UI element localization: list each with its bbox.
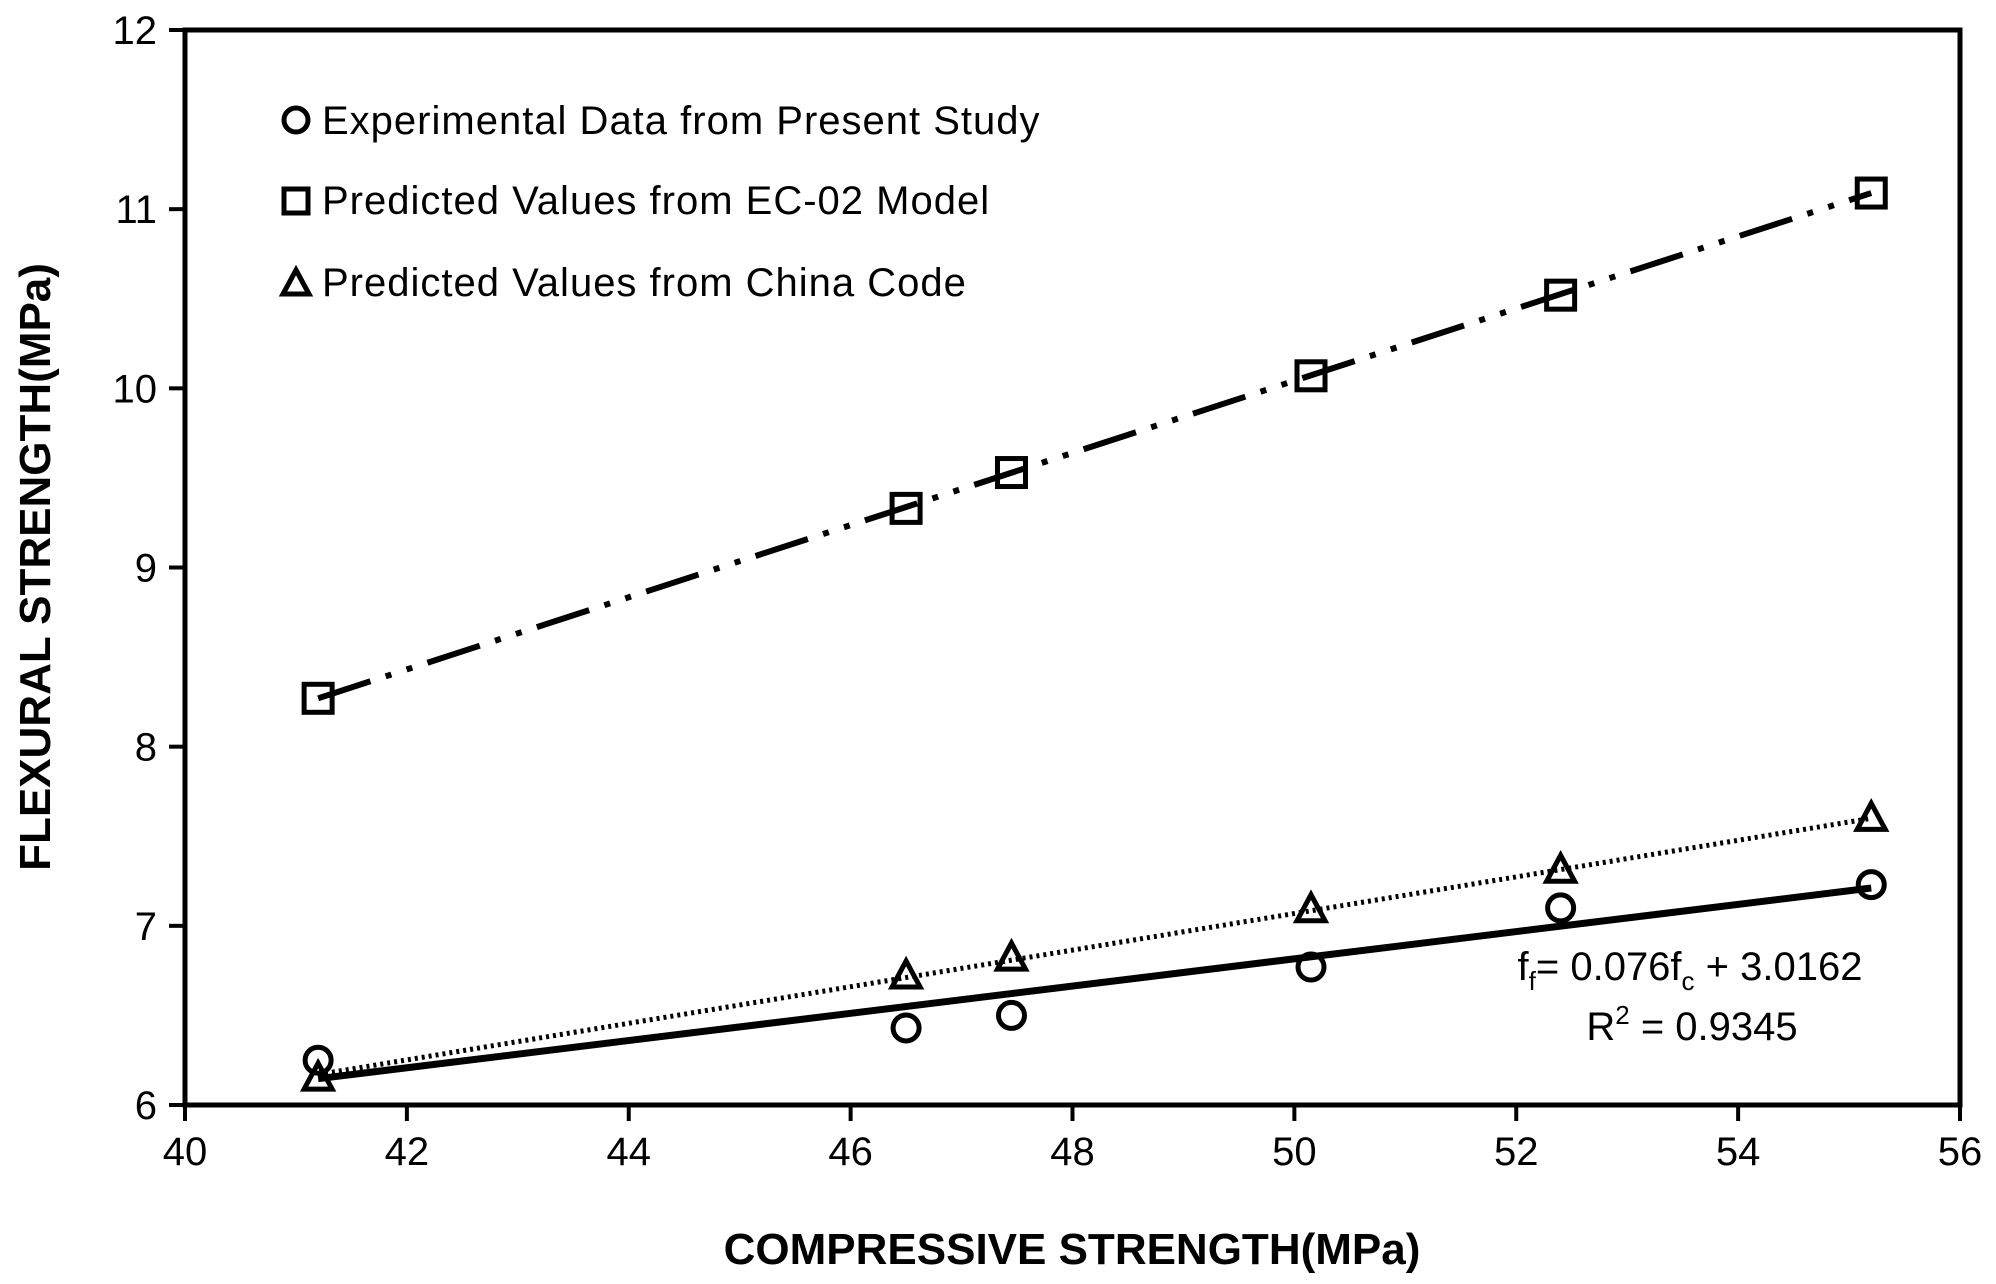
x-tick-label-44: 44 bbox=[607, 1130, 652, 1174]
y-axis-title: FLEXURAL STRENGTH(MPa) bbox=[11, 263, 60, 871]
marker-experimental-2 bbox=[998, 1002, 1024, 1028]
y-tick-label-8: 8 bbox=[135, 726, 157, 770]
eq-mid: = 0.076f bbox=[1536, 945, 1683, 989]
r2-sup: 2 bbox=[1615, 1000, 1629, 1030]
r-squared: R2 = 0.9345 bbox=[1586, 1000, 1797, 1049]
y-tick-label-7: 7 bbox=[135, 905, 157, 949]
x-tick-label-56: 56 bbox=[1938, 1130, 1983, 1174]
marker-china-2 bbox=[997, 943, 1025, 969]
y-tick-label-6: 6 bbox=[135, 1084, 157, 1128]
legend: Experimental Data from Present Study Pre… bbox=[283, 99, 1041, 305]
y-tick-labels: 6 7 8 9 10 11 12 bbox=[113, 9, 158, 1128]
legend-label-ec02: Predicted Values from EC-02 Model bbox=[322, 179, 990, 223]
r2-value: = 0.9345 bbox=[1630, 1005, 1798, 1049]
marker-experimental-4 bbox=[1548, 895, 1574, 921]
regression-equation: ff= 0.076fc + 3.0162 bbox=[1518, 945, 1863, 996]
marker-experimental-1 bbox=[893, 1015, 919, 1041]
y-tick-label-12: 12 bbox=[113, 9, 158, 53]
x-tick-labels: 40 42 44 46 48 50 52 54 56 bbox=[163, 1130, 1983, 1174]
chart: 40 42 44 46 48 50 52 54 56 6 7 8 9 10 11 12 COMPRESSIV… bbox=[0, 0, 1996, 1284]
x-tick-label-42: 42 bbox=[385, 1130, 430, 1174]
legend-triangle-icon bbox=[283, 270, 309, 294]
x-tick-label-46: 46 bbox=[828, 1130, 873, 1174]
marker-china-1 bbox=[892, 961, 920, 987]
x-tick-label-40: 40 bbox=[163, 1130, 208, 1174]
marker-china-4 bbox=[1547, 855, 1575, 881]
eq-sub-c: c bbox=[1682, 966, 1695, 996]
x-tick-label-48: 48 bbox=[1050, 1130, 1095, 1174]
legend-circle-icon bbox=[284, 108, 308, 132]
y-tick-label-9: 9 bbox=[135, 547, 157, 591]
marker-china-5 bbox=[1857, 803, 1885, 829]
legend-label-china: Predicted Values from China Code bbox=[322, 261, 967, 305]
x-tick-label-52: 52 bbox=[1494, 1130, 1539, 1174]
y-tick-label-10: 10 bbox=[113, 367, 158, 411]
marker-experimental-5 bbox=[1858, 872, 1884, 898]
legend-square-icon bbox=[284, 189, 308, 213]
x-tick-label-50: 50 bbox=[1272, 1130, 1317, 1174]
y-tick-label-11: 11 bbox=[115, 188, 157, 232]
legend-label-experimental: Experimental Data from Present Study bbox=[322, 99, 1041, 143]
marker-china-3 bbox=[1297, 895, 1325, 921]
eq-tail: + 3.0162 bbox=[1695, 945, 1863, 989]
x-axis-title: COMPRESSIVE STRENGTH(MPa) bbox=[724, 1225, 1421, 1274]
x-tick-label-54: 54 bbox=[1716, 1130, 1761, 1174]
r2-r: R bbox=[1586, 1005, 1615, 1049]
